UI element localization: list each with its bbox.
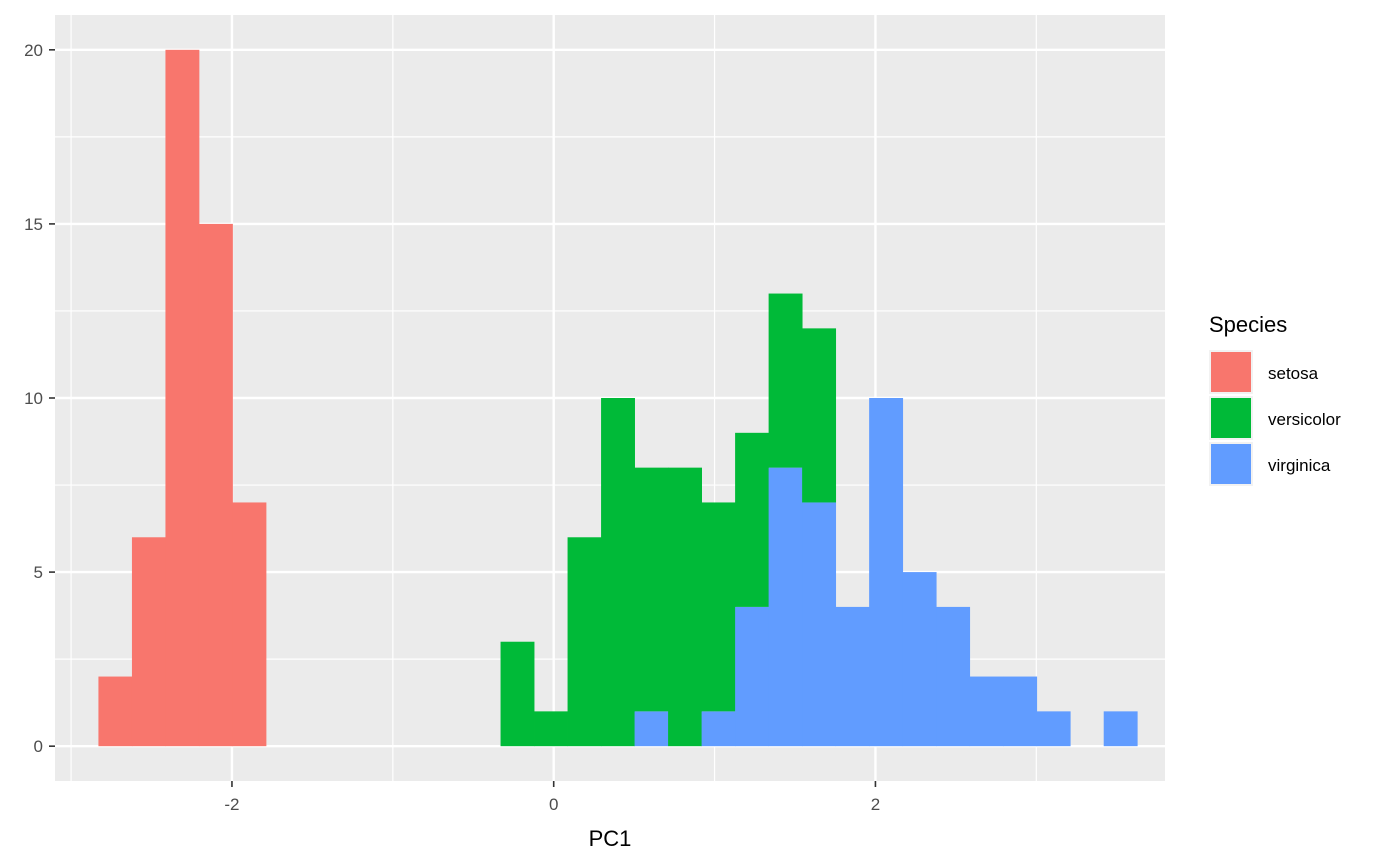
bar-versicolor [701,502,736,712]
x-axis-title: PC1 [589,826,632,851]
y-tick-label: 20 [24,41,43,60]
bar-versicolor [634,467,669,712]
bar-virginica [1003,676,1038,747]
legend-swatch-setosa [1211,352,1251,392]
legend-label-setosa: setosa [1268,364,1319,383]
bar-virginica [969,676,1004,747]
bar-versicolor [768,293,803,468]
bar-versicolor [567,537,602,747]
bar-virginica [835,606,870,747]
bar-virginica [735,606,770,747]
bar-versicolor [802,328,837,503]
y-tick-label: 15 [24,215,43,234]
bar-virginica [1036,711,1071,747]
bar-setosa [98,676,133,747]
legend-title: Species [1209,312,1287,337]
y-tick-label: 5 [34,563,43,582]
bar-setosa [198,223,233,747]
legend-swatch-virginica [1211,444,1251,484]
histogram-bars [98,49,1138,747]
bar-setosa [131,537,166,747]
bar-setosa [165,49,200,747]
bar-virginica [634,711,669,747]
bar-virginica [802,502,837,747]
bar-virginica [701,711,736,747]
bar-virginica [1103,711,1138,747]
bar-versicolor [500,641,535,747]
legend-label-virginica: virginica [1268,456,1331,475]
bar-versicolor [668,467,702,747]
bar-versicolor [735,432,770,607]
x-tick-label: -2 [224,795,239,814]
x-tick-label: 2 [871,795,880,814]
legend-swatch-versicolor [1211,398,1251,438]
y-axis-ticks: 0 5 10 15 20 [24,41,55,756]
bar-versicolor [601,398,635,747]
bar-virginica [936,606,971,747]
legend-label-versicolor: versicolor [1268,410,1341,429]
y-tick-label: 10 [24,389,43,408]
bar-versicolor [534,711,568,747]
bar-virginica [869,398,904,747]
bar-setosa [232,502,267,747]
y-tick-label: 0 [34,737,43,756]
legend-items: setosa versicolor virginica [1209,350,1341,486]
x-tick-label: 0 [549,795,558,814]
x-axis-ticks: -2 0 2 [224,781,880,814]
bar-virginica [768,467,803,747]
bar-virginica [902,572,937,747]
legend: Species setosa versicolor virginica [1209,312,1341,486]
